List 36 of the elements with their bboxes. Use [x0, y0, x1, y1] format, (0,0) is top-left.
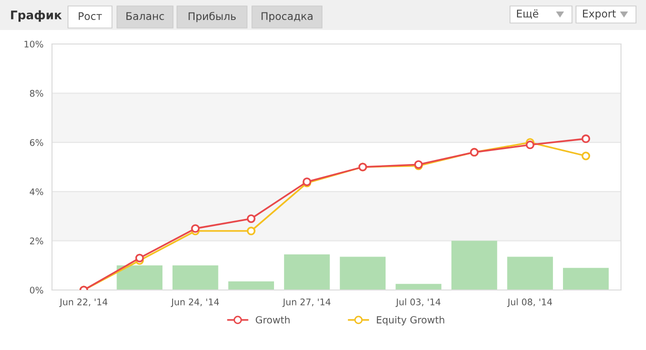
bar [562, 268, 609, 290]
point [526, 140, 534, 150]
bar [284, 254, 330, 290]
y-tick-label: 4% [30, 188, 44, 196]
point [246, 226, 256, 236]
x-tick-label: Jul 08, '14 [507, 298, 552, 307]
bar [507, 256, 553, 290]
y-tick-label: 2% [30, 238, 44, 244]
bar [172, 265, 218, 290]
text: Прибыль [188, 12, 236, 22]
bar [451, 240, 498, 290]
y-tick-label: 0% [30, 286, 44, 294]
text: Просадка [262, 12, 312, 22]
y-tick-label: 6% [30, 139, 44, 146]
x-tick-label: Jun 24, '14 [170, 298, 219, 307]
y-tick-label: 8% [30, 90, 44, 97]
bar [396, 284, 442, 290]
legend-label: Equity Growth [376, 316, 444, 326]
point [246, 214, 256, 223]
point [135, 254, 144, 262]
legend-label: Growth [256, 316, 290, 324]
x-tick-label: Jun 27, '14 [282, 298, 331, 307]
point [191, 224, 200, 233]
y-tick-label: 10% [24, 40, 44, 48]
bar [116, 265, 162, 290]
point [582, 134, 590, 144]
bar [228, 281, 274, 290]
x-tick-label: Jun 22, '14 [59, 298, 108, 307]
text: Ещё [517, 9, 538, 19]
text: Export [583, 10, 616, 20]
bar [340, 256, 386, 290]
text: Баланс [126, 12, 164, 20]
text: Рост [78, 12, 102, 20]
chart-title: График [11, 10, 62, 22]
x-tick-label: Jul 03, '14 [396, 298, 440, 307]
point [582, 152, 590, 160]
